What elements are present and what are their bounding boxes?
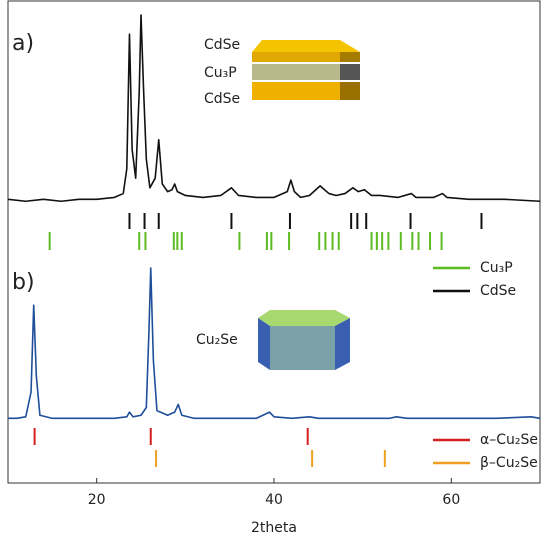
panel-label: b) bbox=[12, 270, 35, 295]
pattern-line bbox=[7, 14, 541, 203]
x-tick-label: 60 bbox=[442, 492, 460, 508]
legend-label: α–Cu₂Se bbox=[480, 432, 538, 448]
x-axis-title: 2theta bbox=[251, 520, 297, 536]
legend-label: β–Cu₂Se bbox=[480, 455, 538, 471]
legend-label: Cu₃P bbox=[480, 260, 513, 276]
x-tick-label: 40 bbox=[265, 492, 283, 508]
inset-label: CdSe bbox=[204, 37, 240, 53]
inset-a bbox=[252, 40, 360, 100]
legend-label: CdSe bbox=[480, 283, 516, 299]
panel-label: a) bbox=[12, 31, 34, 56]
inset-label: Cu₃P bbox=[204, 65, 237, 81]
x-tick-label: 20 bbox=[88, 492, 106, 508]
inset-b bbox=[258, 310, 350, 370]
inset-label: Cu₂Se bbox=[196, 332, 238, 348]
inset-label: CdSe bbox=[204, 91, 240, 107]
pattern-line bbox=[8, 267, 541, 420]
